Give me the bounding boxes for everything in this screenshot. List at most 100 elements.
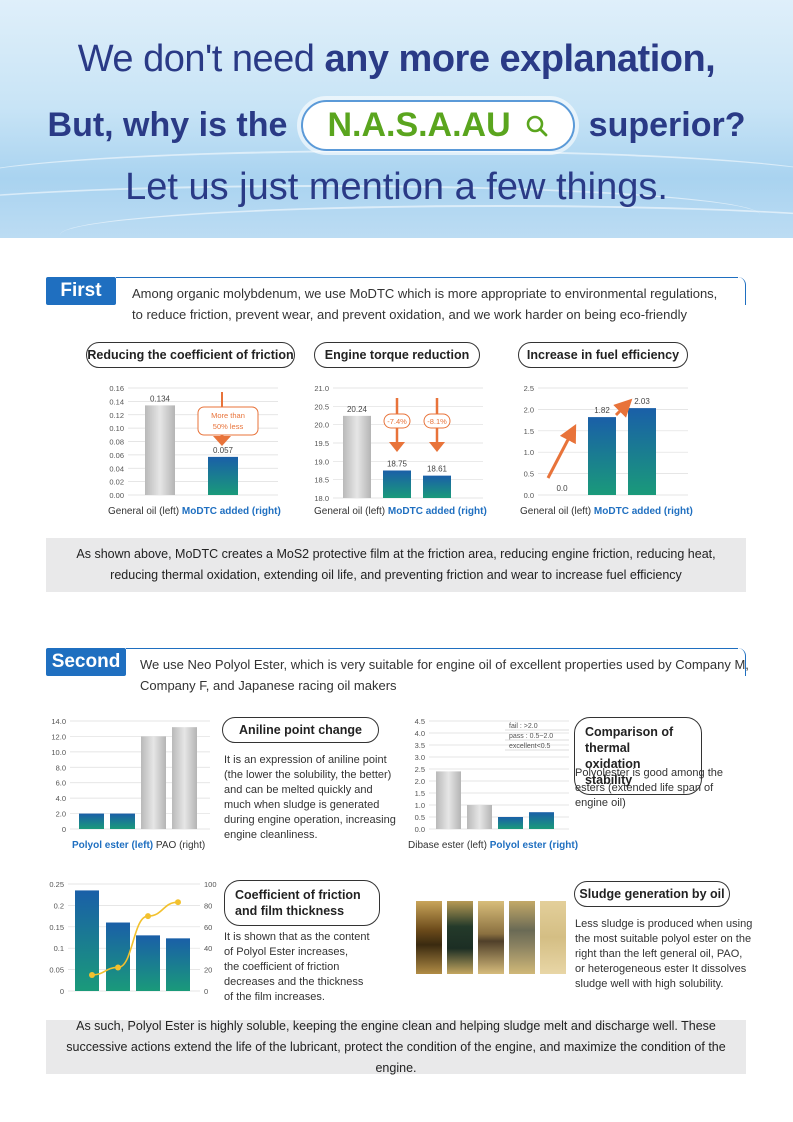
annotation-text: More than xyxy=(211,411,245,420)
y-tick-label: 0 xyxy=(60,987,64,996)
annotation-box xyxy=(197,406,259,436)
y-tick-label: 0.00 xyxy=(109,491,124,500)
hero-line-1: We don't need any more explanation, xyxy=(77,38,716,80)
down-arrow-icon xyxy=(429,442,445,452)
brand-search-pill[interactable]: N.A.S.A.AU xyxy=(301,100,575,151)
chart-bar xyxy=(136,935,160,991)
chart-bar xyxy=(106,922,130,991)
y-tick-label: 0.08 xyxy=(109,438,124,447)
y-tick-label: 4.5 xyxy=(415,717,425,726)
y-tick-label: 4.0 xyxy=(56,794,66,803)
y-tick-label: 0.0 xyxy=(524,491,534,500)
y-tick-label: 0.16 xyxy=(109,384,124,393)
engine-torque-chart: 21.0 20.5 20.0 19.5 19.0 18.5 18.0 20.24 18.75 18… xyxy=(314,384,483,503)
y-tick-label: 0.0 xyxy=(415,825,425,834)
chart-title-thermal: Comparison of thermal oxidation stability xyxy=(574,717,702,795)
y-tick-label: 2.0 xyxy=(524,405,534,414)
chart-title-aniline: Aniline point change xyxy=(222,717,379,743)
film-thickness-point xyxy=(145,913,151,920)
magnifier-icon xyxy=(526,115,548,136)
y-tick-label: 6.0 xyxy=(56,779,66,788)
data-label: 18.61 xyxy=(427,465,448,474)
y-tick-label: 0.5 xyxy=(415,813,425,822)
first-summary: As shown above, MoDTC creates a MoS2 pro… xyxy=(46,538,746,592)
chart-bar xyxy=(172,727,197,829)
y-tick-label: 1.0 xyxy=(415,801,425,810)
y2-tick-label: 100 xyxy=(204,880,217,889)
chart-bar xyxy=(75,890,99,991)
divider xyxy=(738,648,746,676)
data-label: 2.03 xyxy=(634,397,650,406)
y-tick-label: 2.5 xyxy=(524,384,534,393)
y-tick-label: 3.0 xyxy=(415,753,425,762)
y-tick-label: 0.5 xyxy=(524,470,534,479)
chart-bar xyxy=(79,813,104,829)
chart-bar xyxy=(467,805,492,829)
y-tick-label: 0.05 xyxy=(49,966,64,975)
y-tick-label: 1.5 xyxy=(524,427,534,436)
y2-tick-label: 20 xyxy=(204,966,212,975)
y-tick-label: 19.0 xyxy=(314,457,329,466)
friction-coefficient-chart: 0.16 0.14 0.12 0.10 0.08 0.06 0.04 0.02 0.00 0.13… xyxy=(109,384,278,500)
data-label: 0.134 xyxy=(150,394,171,403)
chart-bar xyxy=(343,415,371,498)
y-tick-label: 1.5 xyxy=(415,789,425,798)
section-tag-first: First xyxy=(46,277,116,305)
sludge-description: Less sludge is produced when using the mo… xyxy=(575,918,753,990)
friction-film-description: It is shown that as the content of Polyol… xyxy=(224,931,370,1003)
chart-bar xyxy=(110,813,135,829)
y-tick-label: 12.0 xyxy=(51,732,66,741)
section-tag-second: Second xyxy=(46,648,126,676)
chart-bar xyxy=(628,408,656,495)
y-tick-label: 3.5 xyxy=(415,741,425,750)
fuel-efficiency-chart: 2.5 2.0 1.5 1.0 0.5 0.0 0.0 1.82 2.03 xyxy=(524,384,688,500)
film-thickness-point xyxy=(115,964,121,971)
wave-decoration xyxy=(0,150,793,210)
y-tick-label: 8.0 xyxy=(56,763,66,772)
hero-line-2: But, why is the N.A.S.A.AU superior? xyxy=(0,100,793,151)
y-tick-label: 0.15 xyxy=(49,923,64,932)
thermal-description: Polyolester is good among the esters (ext… xyxy=(575,767,723,809)
y-tick-label: 4.0 xyxy=(415,729,425,738)
data-label: 20.24 xyxy=(347,405,368,414)
sludge-sample-photo xyxy=(509,901,535,974)
chart-bar xyxy=(383,470,411,498)
y-tick-label: 0.06 xyxy=(109,451,124,460)
thermal-oxidation-chart: 4.5 4.0 3.5 3.0 2.5 2.0 1.5 1.0 0.5 0.0 fail : >2.… xyxy=(415,717,569,834)
wave-decoration xyxy=(0,185,760,238)
chart-bar xyxy=(141,736,166,829)
y-tick-label: 19.5 xyxy=(314,439,329,448)
annotation-text: -8.1% xyxy=(427,417,447,426)
y-tick-label: 0.04 xyxy=(109,464,124,473)
legend-label: pass : 0.5~2.0 xyxy=(509,733,553,740)
sludge-sample-photo xyxy=(540,901,566,974)
up-arrow-icon xyxy=(613,398,633,418)
legend-label: excellent<0.5 xyxy=(509,743,551,750)
data-label: 0.057 xyxy=(213,446,234,455)
chart-bar xyxy=(166,938,190,991)
annotation-box xyxy=(383,413,411,429)
annotation-box xyxy=(423,413,451,429)
hero-banner: We don't need any more explanation, But,… xyxy=(0,0,793,238)
down-arrow-icon xyxy=(213,436,231,446)
y-tick-label: 0.2 xyxy=(54,901,64,910)
chart-title-sludge: Sludge generation by oil xyxy=(574,881,730,907)
chart-title-friction: Reducing the coefficient of friction xyxy=(86,342,295,368)
chart-title-fuel: Increase in fuel efficiency xyxy=(518,342,688,368)
second-intro: We use Neo Polyol Ester, which is very s… xyxy=(140,657,749,693)
chart-caption: Dibase ester (left) Polyol ester (right) xyxy=(408,840,579,851)
y2-tick-label: 60 xyxy=(204,923,212,932)
chart-caption: General oil (left) MoDTC added (right) xyxy=(520,506,693,517)
divider xyxy=(126,648,738,649)
y-tick-label: 0.14 xyxy=(109,397,124,406)
film-thickness-point xyxy=(175,899,181,906)
y-tick-label: 2.0 xyxy=(415,777,425,786)
chart-bar xyxy=(145,405,175,495)
y-tick-label: 10.0 xyxy=(51,748,66,757)
y-tick-label: 0.1 xyxy=(54,944,64,953)
y2-tick-label: 0 xyxy=(204,987,208,996)
chart-bar xyxy=(423,475,451,498)
chart-bar xyxy=(436,771,461,829)
annotation-text: -7.4% xyxy=(387,417,407,426)
